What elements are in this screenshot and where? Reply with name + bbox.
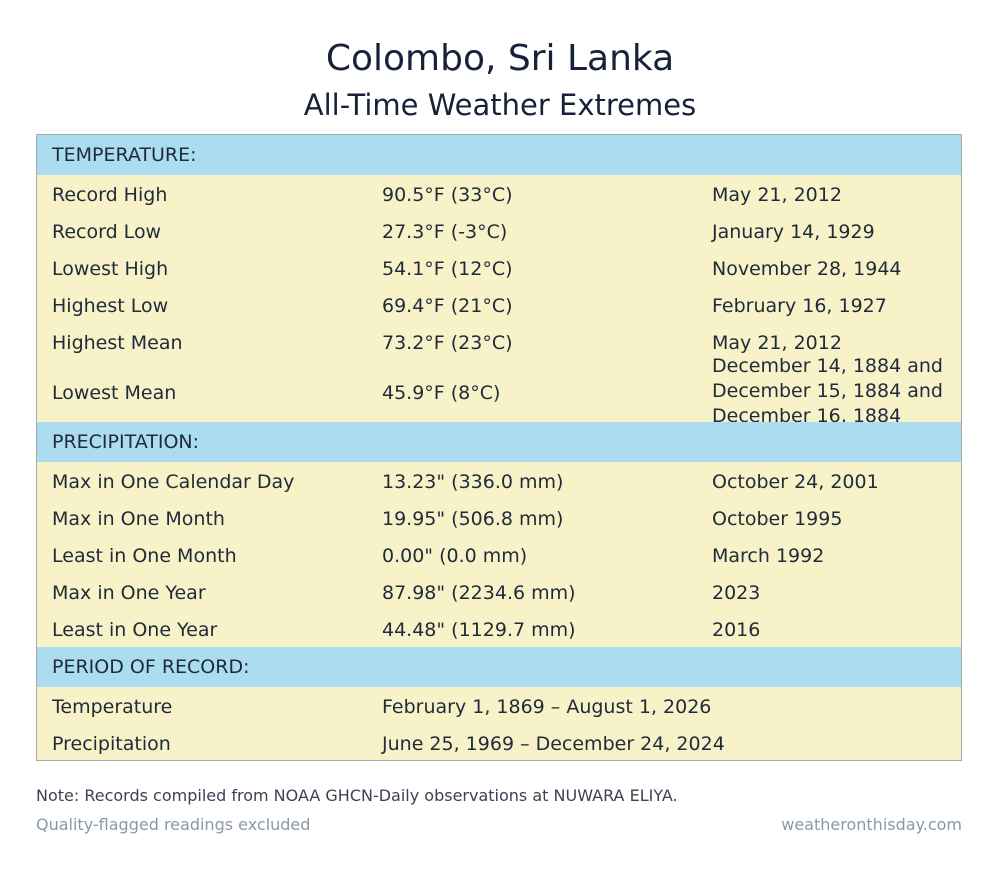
row-date-line: December 14, 1884 and xyxy=(712,355,943,377)
row-date: February 16, 1927 xyxy=(712,294,887,317)
row-value: February 1, 1869 – August 1, 2026 xyxy=(382,695,712,718)
row-date: October 24, 2001 xyxy=(712,470,879,493)
section-header-period: PERIOD OF RECORD: xyxy=(37,647,961,687)
row-label: Highest Mean xyxy=(52,331,183,354)
row-value: June 25, 1969 – December 24, 2024 xyxy=(382,732,725,755)
table-row-record-high: Record High 90.5°F (33°C) May 21, 2012 xyxy=(37,176,961,213)
row-date: October 1995 xyxy=(712,507,843,530)
row-label: Lowest High xyxy=(52,257,169,280)
page-subtitle: All-Time Weather Extremes xyxy=(303,88,697,122)
row-label: Max in One Year xyxy=(52,581,206,604)
row-label: Max in One Calendar Day xyxy=(52,470,295,493)
row-value: 90.5°F (33°C) xyxy=(382,183,513,206)
table-row-lowest-high: Lowest High 54.1°F (12°C) November 28, 1… xyxy=(37,250,961,287)
row-label: Record Low xyxy=(52,220,162,243)
row-label: Least in One Month xyxy=(52,544,237,567)
quality-note: Quality-flagged readings excluded xyxy=(36,815,311,834)
section-header-precipitation: PRECIPITATION: xyxy=(37,422,961,462)
row-label: Least in One Year xyxy=(52,618,218,641)
section-header-temperature: TEMPERATURE: xyxy=(37,135,961,175)
row-date: November 28, 1944 xyxy=(712,257,902,280)
row-label: Highest Low xyxy=(52,294,169,317)
table-row-lowest-mean: Lowest Mean 45.9°F (8°C) December 14, 18… xyxy=(37,354,961,422)
row-value: 0.00" (0.0 mm) xyxy=(382,544,528,567)
extremes-table: TEMPERATURE: Record High 90.5°F (33°C) M… xyxy=(36,134,962,761)
table-row-period-temperature: Temperature February 1, 1869 – August 1,… xyxy=(37,688,961,725)
table-row-highest-low: Highest Low 69.4°F (21°C) February 16, 1… xyxy=(37,287,961,324)
table-row-period-precipitation: Precipitation June 25, 1969 – December 2… xyxy=(37,725,961,760)
table-row-max-year: Max in One Year 87.98" (2234.6 mm) 2023 xyxy=(37,574,961,611)
row-label: Lowest Mean xyxy=(52,382,177,404)
row-value: 45.9°F (8°C) xyxy=(382,382,501,404)
page-title: Colombo, Sri Lanka xyxy=(325,38,675,79)
table-row-max-day: Max in One Calendar Day 13.23" (336.0 mm… xyxy=(37,463,961,500)
table-row-record-low: Record Low 27.3°F (-3°C) January 14, 192… xyxy=(37,213,961,250)
row-date: March 1992 xyxy=(712,544,825,567)
table-row-max-month: Max in One Month 19.95" (506.8 mm) Octob… xyxy=(37,500,961,537)
row-value: 73.2°F (23°C) xyxy=(382,331,513,354)
row-date-line: December 15, 1884 and xyxy=(712,380,943,402)
row-label: Record High xyxy=(52,183,168,206)
row-label: Temperature xyxy=(52,695,173,718)
row-value: 44.48" (1129.7 mm) xyxy=(382,618,576,641)
row-date: May 21, 2012 xyxy=(712,331,842,354)
row-date: January 14, 1929 xyxy=(712,220,875,243)
row-value: 13.23" (336.0 mm) xyxy=(382,470,564,493)
row-value: 54.1°F (12°C) xyxy=(382,257,513,280)
footnote: Note: Records compiled from NOAA GHCN-Da… xyxy=(36,786,678,805)
table-row-highest-mean: Highest Mean 73.2°F (23°C) May 21, 2012 xyxy=(37,324,961,361)
row-value: 69.4°F (21°C) xyxy=(382,294,513,317)
row-date-multiline: December 14, 1884 and December 15, 1884 … xyxy=(712,354,957,422)
row-value: 87.98" (2234.6 mm) xyxy=(382,581,576,604)
table-row-least-month: Least in One Month 0.00" (0.0 mm) March … xyxy=(37,537,961,574)
row-label: Precipitation xyxy=(52,732,171,755)
source-credit: weatheronthisday.com xyxy=(781,815,962,834)
row-value: 19.95" (506.8 mm) xyxy=(382,507,564,530)
row-label: Max in One Month xyxy=(52,507,225,530)
row-date-line: December 16, 1884 xyxy=(712,405,902,422)
row-date: 2016 xyxy=(712,618,761,641)
row-date: May 21, 2012 xyxy=(712,183,842,206)
row-date: 2023 xyxy=(712,581,761,604)
table-row-least-year: Least in One Year 44.48" (1129.7 mm) 201… xyxy=(37,611,961,648)
row-value: 27.3°F (-3°C) xyxy=(382,220,508,243)
